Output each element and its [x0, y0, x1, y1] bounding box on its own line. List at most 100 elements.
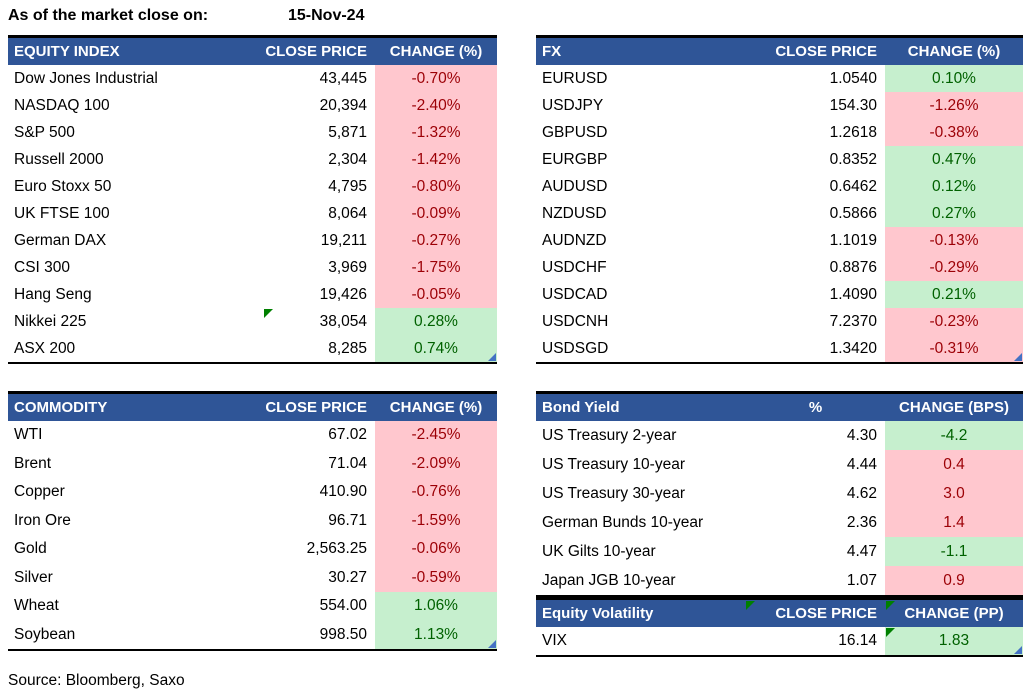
- table-row: AUDUSD 0.6462 0.12%: [536, 173, 1023, 200]
- table-row: Iron Ore 96.71 -1.59%: [8, 506, 497, 535]
- change-value: 1.13%: [375, 620, 497, 650]
- commodity-header-close: CLOSE PRICE: [263, 392, 375, 421]
- change-value: 0.74%: [375, 335, 497, 363]
- change-value: -1.1: [885, 537, 1023, 566]
- instrument-name: CSI 300: [14, 258, 71, 276]
- cell-flag-icon: [886, 628, 895, 637]
- equity-header-name: EQUITY INDEX: [8, 36, 263, 65]
- instrument-name: Soybean: [14, 625, 76, 643]
- right-column: FX CLOSE PRICE CHANGE (%) EURUSD 1.0540 0.…: [536, 35, 1023, 657]
- bond-header-pct: %: [745, 392, 885, 421]
- change-value: -0.31%: [885, 335, 1023, 363]
- volatility-header-change: CHANGE (PP): [885, 598, 1023, 627]
- instrument-name: VIX: [542, 632, 567, 649]
- close-price-value: 554.00: [319, 597, 367, 615]
- change-value: -0.05%: [375, 281, 497, 308]
- table-row: US Treasury 30-year 4.62 3.0: [536, 479, 1023, 508]
- instrument-name: Dow Jones Industrial: [14, 69, 158, 87]
- close-price-value: 1.2618: [829, 123, 877, 141]
- table-row: Silver 30.27 -0.59%: [8, 563, 497, 592]
- volatility-header-change-label: CHANGE (PP): [904, 605, 1004, 622]
- close-price-value: 1.1019: [829, 231, 877, 249]
- instrument-name: WTI: [14, 426, 43, 444]
- change-value: -0.80%: [375, 173, 497, 200]
- volatility-header-close-label: CLOSE PRICE: [775, 605, 877, 622]
- change-value: 0.10%: [885, 65, 1023, 92]
- equity-header-row: EQUITY INDEX CLOSE PRICE CHANGE (%): [8, 36, 497, 65]
- volatility-header-row: Equity Volatility CLOSE PRICE CHANGE (PP…: [536, 598, 1023, 627]
- table-row: USDSGD 1.3420 -0.31%: [536, 335, 1023, 363]
- change-value: -1.42%: [375, 146, 497, 173]
- change-value: -2.40%: [375, 92, 497, 119]
- volatility-table-body: VIX 16.14 1.83: [536, 627, 1023, 656]
- bond-header-row: Bond Yield % CHANGE (BPS): [536, 392, 1023, 421]
- change-value: -0.76%: [375, 478, 497, 507]
- change-value: -0.59%: [375, 563, 497, 592]
- table-row: AUDNZD 1.1019 -0.13%: [536, 227, 1023, 254]
- table-row: NASDAQ 100 20,394 -2.40%: [8, 92, 497, 119]
- change-value: 0.4: [885, 450, 1023, 479]
- instrument-name: Euro Stoxx 50: [14, 177, 112, 195]
- close-price-value: 4.47: [846, 542, 877, 560]
- close-price-value: 998.50: [319, 625, 367, 643]
- table-row: German Bunds 10-year 2.36 1.4: [536, 508, 1023, 537]
- fx-header-name: FX: [536, 36, 745, 65]
- close-price-value: 2,304: [328, 150, 367, 168]
- tables-grid: EQUITY INDEX CLOSE PRICE CHANGE (%) Dow …: [8, 35, 1023, 657]
- change-value: 0.47%: [885, 146, 1023, 173]
- instrument-name: S&P 500: [14, 123, 75, 141]
- change-value: -2.09%: [375, 449, 497, 478]
- change-value: 0.27%: [885, 200, 1023, 227]
- volatility-header-name: Equity Volatility: [536, 598, 745, 627]
- change-value: -0.70%: [375, 65, 497, 92]
- volatility-header-close: CLOSE PRICE: [745, 598, 885, 627]
- close-price-value: 19,211: [320, 231, 367, 249]
- close-price-value: 4.62: [846, 484, 877, 502]
- fx-header-change: CHANGE (%): [885, 36, 1023, 65]
- table-row: USDCHF 0.8876 -0.29%: [536, 254, 1023, 281]
- equity-index-table: EQUITY INDEX CLOSE PRICE CHANGE (%) Dow …: [8, 35, 497, 364]
- close-price-value: 30.27: [328, 568, 367, 586]
- instrument-name: NZDUSD: [542, 204, 607, 222]
- left-column: EQUITY INDEX CLOSE PRICE CHANGE (%) Dow …: [8, 35, 497, 657]
- change-value: 3.0: [885, 479, 1023, 508]
- equity-table-body: Dow Jones Industrial 43,445 -0.70% NASDAQ 1…: [8, 65, 497, 363]
- change-value: 0.9: [885, 566, 1023, 596]
- close-price-value: 2.36: [846, 513, 877, 531]
- close-price-value: 38,054: [263, 308, 375, 335]
- fx-table-body: EURUSD 1.0540 0.10% USDJPY 154.30 -1.26% GBPUS…: [536, 65, 1023, 363]
- cell-flag-icon: [746, 601, 755, 610]
- close-price-value: 8,285: [328, 339, 367, 357]
- table-row: USDCAD 1.4090 0.21%: [536, 281, 1023, 308]
- table-row: Japan JGB 10-year 1.07 0.9: [536, 566, 1023, 596]
- instrument-name: USDCAD: [542, 285, 608, 303]
- commodity-table-body: WTI 67.02 -2.45% Brent 71.04 -2.09% Copper 410.…: [8, 421, 497, 650]
- instrument-name: AUDNZD: [542, 231, 607, 249]
- equity-volatility-table: Equity Volatility CLOSE PRICE CHANGE (PP…: [536, 597, 1023, 657]
- table-row: US Treasury 2-year 4.30 -4.2: [536, 421, 1023, 450]
- instrument-name: ASX 200: [14, 339, 76, 357]
- close-price-value: 3,969: [328, 258, 367, 276]
- change-value: -1.75%: [375, 254, 497, 281]
- close-price-value: 4.30: [846, 426, 877, 444]
- change-value: -0.23%: [885, 308, 1023, 335]
- instrument-name: US Treasury 2-year: [542, 426, 677, 444]
- close-price-value: 0.5866: [829, 204, 877, 222]
- table-row: UK FTSE 100 8,064 -0.09%: [8, 200, 497, 227]
- as-of-label: As of the market close on:: [8, 7, 209, 24]
- instrument-name: Brent: [14, 454, 52, 472]
- table-row: GBPUSD 1.2618 -0.38%: [536, 119, 1023, 146]
- table-row: Gold 2,563.25 -0.06%: [8, 535, 497, 564]
- commodity-header-change: CHANGE (%): [375, 392, 497, 421]
- close-price-value: 2,563.25: [306, 540, 367, 558]
- source-line: Source: Bloomberg, Saxo: [8, 672, 185, 689]
- table-row: German DAX 19,211 -0.27%: [8, 227, 497, 254]
- fx-header-close: CLOSE PRICE: [745, 36, 885, 65]
- table-corner-icon: [488, 353, 496, 361]
- table-row: Wheat 554.00 1.06%: [8, 592, 497, 621]
- instrument-name: USDSGD: [542, 339, 609, 357]
- cell-flag-icon: [264, 309, 273, 318]
- commodity-header-row: COMMODITY CLOSE PRICE CHANGE (%): [8, 392, 497, 421]
- table-row: NZDUSD 0.5866 0.27%: [536, 200, 1023, 227]
- table-row: USDCNH 7.2370 -0.23%: [536, 308, 1023, 335]
